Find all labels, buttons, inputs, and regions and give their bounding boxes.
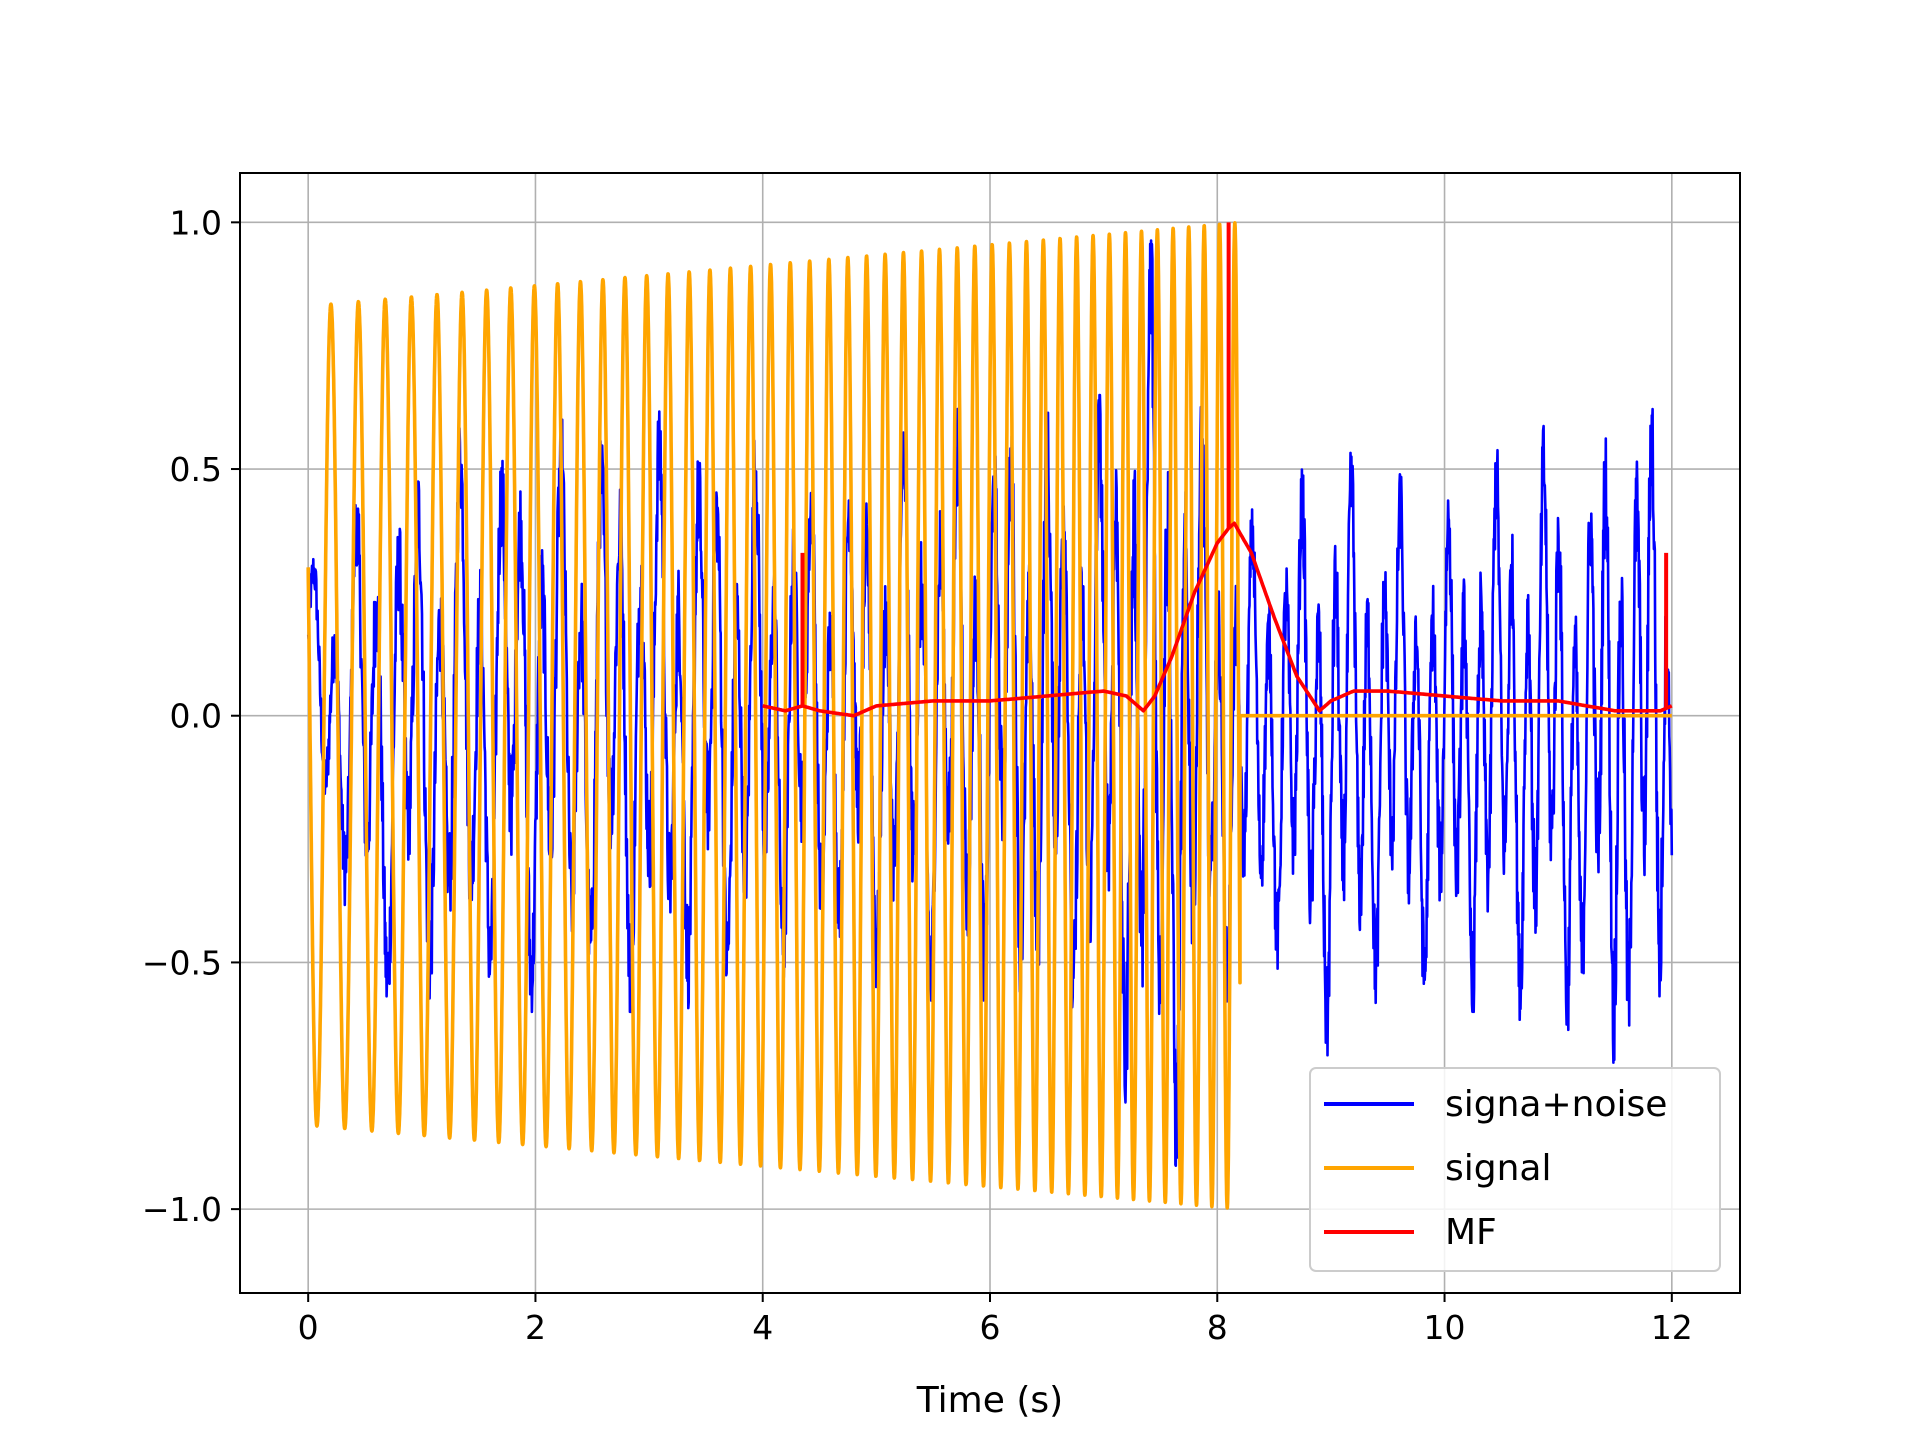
x-axis-title: Time (s) xyxy=(916,1380,1063,1421)
x-tick-label: 4 xyxy=(752,1308,773,1347)
y-tick-label: −0.5 xyxy=(142,943,222,982)
series-line-signal xyxy=(306,221,1672,1210)
legend: signa+noise signal MF xyxy=(1309,1067,1721,1272)
legend-box xyxy=(1309,1067,1721,1272)
x-tick-label: 10 xyxy=(1424,1308,1466,1347)
x-tick-label: 0 xyxy=(298,1308,319,1347)
y-tick-label: 0.0 xyxy=(170,697,222,736)
x-tick-label: 6 xyxy=(980,1308,1001,1347)
series-line-mf xyxy=(762,521,1673,718)
series-layer xyxy=(306,221,1674,1210)
legend-label: MF xyxy=(1445,1212,1497,1253)
axis-ticks: 0 2 4 6 8 10 12 −1.0 −0.5 0.0 0.5 1.0 xyxy=(142,203,1693,1347)
x-tick-label: 12 xyxy=(1651,1308,1693,1347)
y-tick-label: 1.0 xyxy=(170,203,222,242)
y-tick-label: −1.0 xyxy=(142,1190,222,1229)
y-tick-label: 0.5 xyxy=(170,450,222,489)
legend-label: signa+noise xyxy=(1445,1084,1667,1125)
x-tick-label: 2 xyxy=(525,1308,546,1347)
legend-label: signal xyxy=(1445,1148,1552,1189)
x-tick-label: 8 xyxy=(1207,1308,1228,1347)
